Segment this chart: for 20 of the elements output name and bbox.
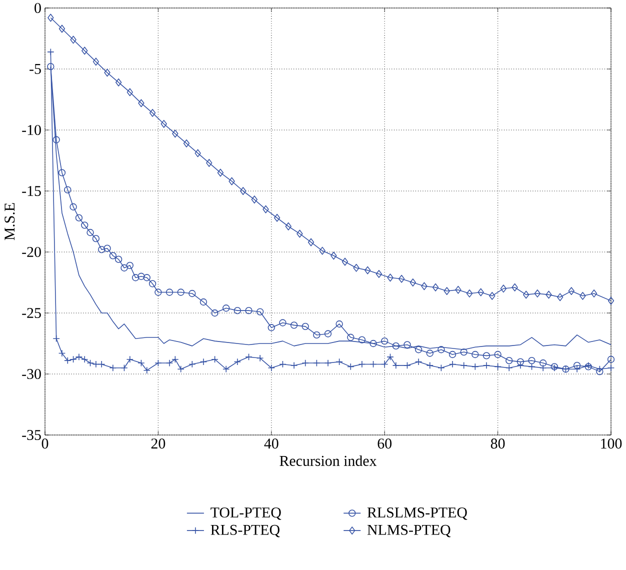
y-tick-label: -20: [22, 246, 41, 258]
x-tick-label: 0: [42, 438, 48, 449]
x-tick-label: 60: [378, 438, 392, 449]
legend-label: TOL-PTEQ: [210, 508, 282, 520]
x-tick-label: 40: [264, 438, 278, 449]
y-tick-label: -15: [22, 186, 41, 196]
y-tick-label: 0: [34, 2, 41, 14]
x-axis-title: Recursion index: [280, 455, 377, 466]
y-tick-label: -10: [22, 124, 41, 136]
x-tick-label: 20: [151, 438, 166, 449]
y-tick-label: -25: [22, 308, 41, 318]
legend-label: RLS-PTEQ: [210, 524, 280, 538]
legend-label: NLMS-PTEQ: [367, 524, 451, 538]
y-axis-title: M.S.E: [4, 203, 15, 240]
x-tick-label: 100: [601, 438, 622, 449]
x-tick-label: 80: [490, 438, 505, 449]
y-tick-label: -35: [22, 430, 41, 440]
legend-label: RLSLMS-PTEQ: [367, 508, 468, 520]
y-tick-label: -5: [30, 64, 41, 74]
y-tick-label: -30: [22, 368, 41, 380]
